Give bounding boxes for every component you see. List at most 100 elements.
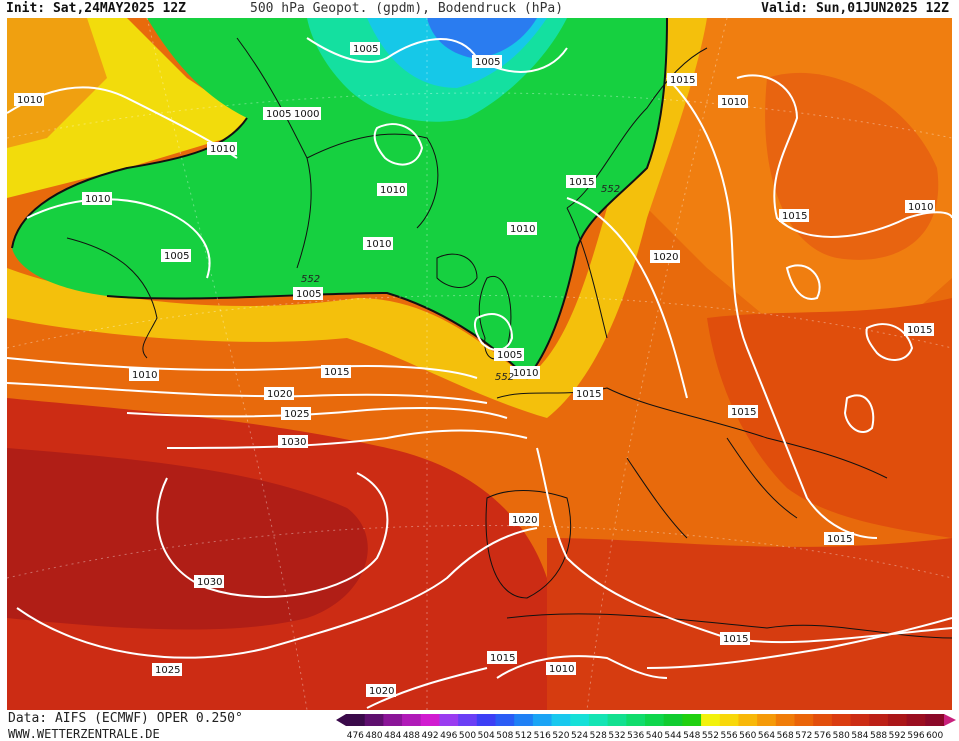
svg-text:1015: 1015 [907, 325, 932, 336]
scale-cell [738, 714, 758, 726]
scale-cell [458, 714, 478, 726]
field-yellow-band [7, 18, 707, 418]
isobar-label: 1005 [293, 287, 323, 300]
isobar-label: 1030 [194, 575, 224, 588]
scale-tick-label: 588 [870, 731, 887, 740]
isobar-label: 1005 [263, 107, 293, 120]
isobar-label: 1005 [494, 348, 524, 361]
scale-tick-label: 508 [496, 731, 513, 740]
scale-cell [570, 714, 590, 726]
scale-left-arrow-icon [336, 714, 346, 726]
svg-text:1005: 1005 [266, 109, 291, 120]
scale-cell [551, 714, 571, 726]
scale-cell [719, 714, 739, 726]
isobar-label: 1015 [573, 387, 603, 400]
scale-cell [813, 714, 833, 726]
isobar-label: 1010 [905, 200, 935, 213]
scale-tick-label: 504 [478, 731, 495, 740]
svg-text:1010: 1010 [17, 95, 42, 106]
svg-text:1005: 1005 [497, 350, 522, 361]
init-time: Init: Sat,24MAY2025 12Z [6, 1, 187, 16]
svg-text:1010: 1010 [721, 97, 746, 108]
isobar-label-group: 1005 1005 1015 1010 1010 1005 1000 1010 … [14, 42, 935, 697]
coastlines [66, 37, 952, 639]
isobar-label: 1010 [129, 368, 159, 381]
scale-cell [402, 714, 422, 726]
svg-text:1015: 1015 [731, 407, 756, 418]
isobar-label: 1005 [472, 55, 502, 68]
scale-tick-label: 540 [646, 731, 663, 740]
scale-tick-label: 484 [384, 731, 401, 740]
scale-tick-label: 496 [440, 731, 457, 740]
isobar-label: 1025 [281, 407, 311, 420]
scale-tick-label: 520 [552, 731, 569, 740]
map-title: 500 hPa Geopot. (gpdm), Bodendruck (hPa) [250, 1, 564, 16]
field-blue-core [427, 18, 537, 58]
isobar-label: 1020 [264, 387, 294, 400]
svg-text:1030: 1030 [197, 577, 222, 588]
scale-tick-label: 596 [907, 731, 924, 740]
scale-cell [887, 714, 908, 726]
isobar-label: 1030 [278, 435, 308, 448]
svg-text:1020: 1020 [512, 515, 537, 526]
scale-tick-label: 592 [889, 731, 906, 740]
scale-tick-label: 532 [608, 731, 625, 740]
svg-text:1010: 1010 [210, 144, 235, 155]
site-url[interactable]: WWW.WETTERZENTRALE.DE [8, 727, 160, 741]
scale-tick-label: 564 [758, 731, 775, 740]
scale-tick-label: 552 [702, 731, 719, 740]
scale-tick-label: 500 [459, 731, 476, 740]
svg-text:1010: 1010 [513, 368, 538, 379]
map-canvas: 1005 1005 1015 1010 1010 1005 1000 1010 … [7, 18, 952, 710]
scale-tick-label: 536 [627, 731, 644, 740]
isobar-label: 1015 [667, 73, 697, 86]
svg-text:1010: 1010 [366, 239, 391, 250]
svg-text:1020: 1020 [369, 686, 394, 697]
isobar-label: 1015 [779, 209, 809, 222]
scale-cell [495, 714, 515, 726]
isobar-label: 1000 [291, 107, 321, 120]
scale-tick-label: 548 [683, 731, 700, 740]
svg-text:1015: 1015 [827, 534, 852, 545]
scale-cell [757, 714, 777, 726]
svg-text:1005: 1005 [353, 44, 378, 55]
scale-tick-label: 600 [926, 731, 943, 740]
isobar-label: 1010 [718, 95, 748, 108]
scale-cell [682, 714, 702, 726]
scale-cell [775, 714, 795, 726]
scale-cell [420, 714, 440, 726]
weather-map[interactable]: 1005 1005 1015 1010 1010 1005 1000 1010 … [7, 18, 952, 710]
scale-tick-label: 560 [739, 731, 756, 740]
isobar-label: 1015 [487, 651, 517, 664]
isobar-label: 1005 [161, 249, 191, 262]
scale-cell [514, 714, 534, 726]
map-header: Init: Sat,24MAY2025 12Z 500 hPa Geopot. … [0, 0, 959, 18]
svg-text:1015: 1015 [670, 75, 695, 86]
scale-tick-label: 512 [515, 731, 532, 740]
scale-tick-label: 568 [777, 731, 794, 740]
svg-text:1010: 1010 [549, 664, 574, 675]
scale-cell [476, 714, 496, 726]
geopot-label: 552 [495, 372, 514, 383]
scale-tick-label: 572 [795, 731, 812, 740]
isobar-label: 1010 [363, 237, 393, 250]
svg-text:1005: 1005 [164, 251, 189, 262]
isobar-label: 1010 [507, 222, 537, 235]
scale-cell [701, 714, 721, 726]
isobar-label: 1015 [728, 405, 758, 418]
scale-cell [645, 714, 665, 726]
scale-tick-label: 488 [403, 731, 420, 740]
scale-cell [346, 714, 366, 726]
isobar-lines [7, 37, 952, 709]
isobar-label: 1015 [321, 365, 351, 378]
isobar-label: 1010 [14, 93, 44, 106]
field-darkred-azores [7, 448, 368, 630]
scale-tick-label: 576 [814, 731, 831, 740]
svg-text:1030: 1030 [281, 437, 306, 448]
scale-tick-label: 524 [571, 731, 588, 740]
isobar-label: 1015 [824, 532, 854, 545]
scale-cell [925, 714, 945, 726]
svg-text:1020: 1020 [267, 389, 292, 400]
scale-tick-label: 580 [833, 731, 850, 740]
isobar-label: 1010 [546, 662, 576, 675]
